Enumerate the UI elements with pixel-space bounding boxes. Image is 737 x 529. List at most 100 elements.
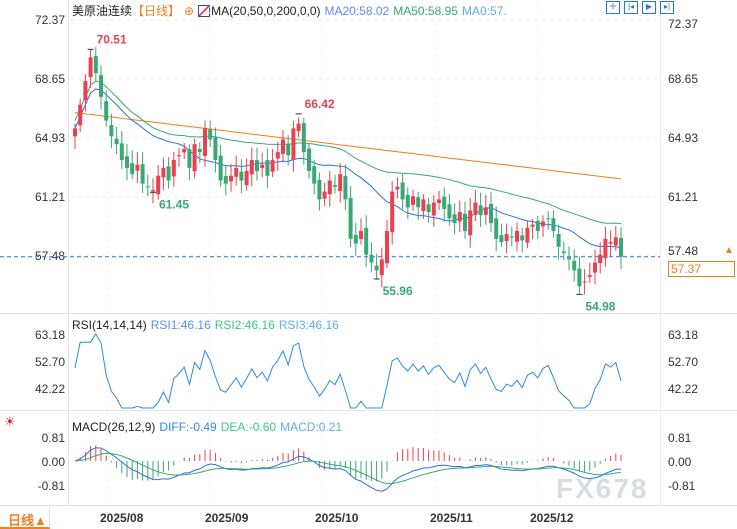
macd-tick: 0.00 xyxy=(41,455,65,469)
candle-body xyxy=(405,194,410,208)
current-price-label: 57.37 xyxy=(668,261,735,277)
candle-body xyxy=(270,159,275,172)
candle-body xyxy=(515,230,519,242)
settings-sun-icon[interactable]: ☀ xyxy=(4,414,16,429)
panel-divider xyxy=(0,313,737,314)
candle-body xyxy=(281,139,285,154)
candle-body xyxy=(561,251,566,254)
candle-body xyxy=(395,186,400,190)
candle-body xyxy=(509,236,514,238)
macd-tick: -0.81 xyxy=(37,479,65,493)
candle-body xyxy=(239,171,244,181)
candle-body xyxy=(109,125,114,137)
candle-body xyxy=(421,199,426,212)
candle-body xyxy=(161,167,166,178)
candle-body xyxy=(135,164,140,171)
macd-value: MACD:0.21 xyxy=(280,420,343,434)
candle-body xyxy=(177,155,181,157)
candle-body xyxy=(400,182,405,200)
price-tick: 57.48 xyxy=(668,244,699,258)
candle-body xyxy=(619,237,623,257)
candle-body xyxy=(187,149,192,168)
add-icon[interactable]: ⊕ xyxy=(184,4,195,18)
candle-body xyxy=(577,268,582,287)
candle-body xyxy=(244,171,249,186)
candle-body xyxy=(442,196,447,209)
main-legend: 美原油连续【日线】 ⊕ MA(20,50,0,200,0,0) MA20:58.02 M… xyxy=(72,4,511,18)
candle-body xyxy=(213,137,218,160)
zoom-out-icon[interactable]: |◂ xyxy=(624,1,638,14)
candle-body xyxy=(457,212,462,222)
price-annotation: 61.45 xyxy=(159,197,189,211)
candle-body xyxy=(338,174,343,192)
ma20-value: MA20:58.02 xyxy=(324,4,390,18)
play-icon[interactable]: ▶ xyxy=(642,1,656,14)
right-axis-divider xyxy=(660,0,661,505)
candle-body xyxy=(166,166,171,181)
dea-line xyxy=(74,452,622,485)
candle-body xyxy=(73,128,77,137)
x-tick: 2025/08 xyxy=(100,511,144,525)
rsi-tick: 63.18 xyxy=(668,328,699,342)
left-axis-divider xyxy=(68,0,69,505)
dea-value: DEA:-0.60 xyxy=(220,420,277,434)
candle-body xyxy=(265,160,270,176)
diff-value: DIFF:-0.49 xyxy=(159,420,217,434)
symbol-name: 美原油连续 xyxy=(72,4,133,18)
period-tab[interactable]: 日线▲ xyxy=(0,507,50,529)
candle-body xyxy=(598,254,603,264)
candle-body xyxy=(203,128,207,156)
price-tick: 68.65 xyxy=(34,72,65,86)
candle-body xyxy=(463,213,467,231)
candle-body xyxy=(182,148,187,153)
x-tick: 2025/11 xyxy=(430,511,473,525)
candle-body xyxy=(416,197,421,208)
price-annotation: 54.98 xyxy=(585,299,615,313)
candle-body xyxy=(431,202,436,216)
price-annotation: 55.96 xyxy=(383,284,413,298)
candle-body xyxy=(473,202,478,216)
candle-body xyxy=(353,234,358,244)
candle-body xyxy=(411,196,415,205)
candle-body xyxy=(541,221,545,227)
candle-body xyxy=(489,203,493,224)
panel-divider xyxy=(0,505,737,506)
price-tick: 64.93 xyxy=(34,131,65,145)
candle-body xyxy=(291,128,296,160)
rsi-line xyxy=(74,333,622,409)
candle-body xyxy=(582,281,587,283)
candle-body xyxy=(197,148,202,153)
candle-body xyxy=(385,230,389,264)
crosshair-icon[interactable]: ✛ xyxy=(606,1,620,14)
jump-end-icon[interactable]: ▸| xyxy=(660,1,674,14)
candle-body xyxy=(572,260,577,271)
rsi-tick: 52.70 xyxy=(668,355,699,369)
candle-body xyxy=(359,230,363,239)
candle-body xyxy=(567,257,571,260)
candle-body xyxy=(307,148,311,172)
macd-title: MACD(26,12,9) xyxy=(72,420,156,434)
rsi2-value: RSI2:46.16 xyxy=(214,318,275,332)
candle-body xyxy=(312,166,317,184)
indicator-name[interactable]: MA(20,50,0,200,0,0) xyxy=(211,4,321,18)
period-label[interactable]: 【日线】 xyxy=(132,4,181,18)
candle-body xyxy=(499,235,504,243)
candle-body xyxy=(99,75,103,97)
diff-line xyxy=(74,447,622,492)
macd-tick: -0.81 xyxy=(668,479,696,493)
candle-body xyxy=(114,138,119,145)
macd-tick: 0.00 xyxy=(668,455,692,469)
candle-body xyxy=(525,227,530,243)
candle-body xyxy=(447,204,452,219)
arrow-up-icon[interactable]: ▲ xyxy=(724,245,734,256)
indicator-icon[interactable] xyxy=(198,5,211,17)
candle-body xyxy=(223,176,228,184)
candle-body xyxy=(603,238,608,259)
macd-tick: 0.81 xyxy=(41,431,65,445)
candle-body xyxy=(275,152,280,159)
ma50-line xyxy=(74,80,622,225)
candle-body xyxy=(478,205,483,216)
candle-body xyxy=(504,234,509,242)
x-tick: 2025/09 xyxy=(205,511,249,525)
